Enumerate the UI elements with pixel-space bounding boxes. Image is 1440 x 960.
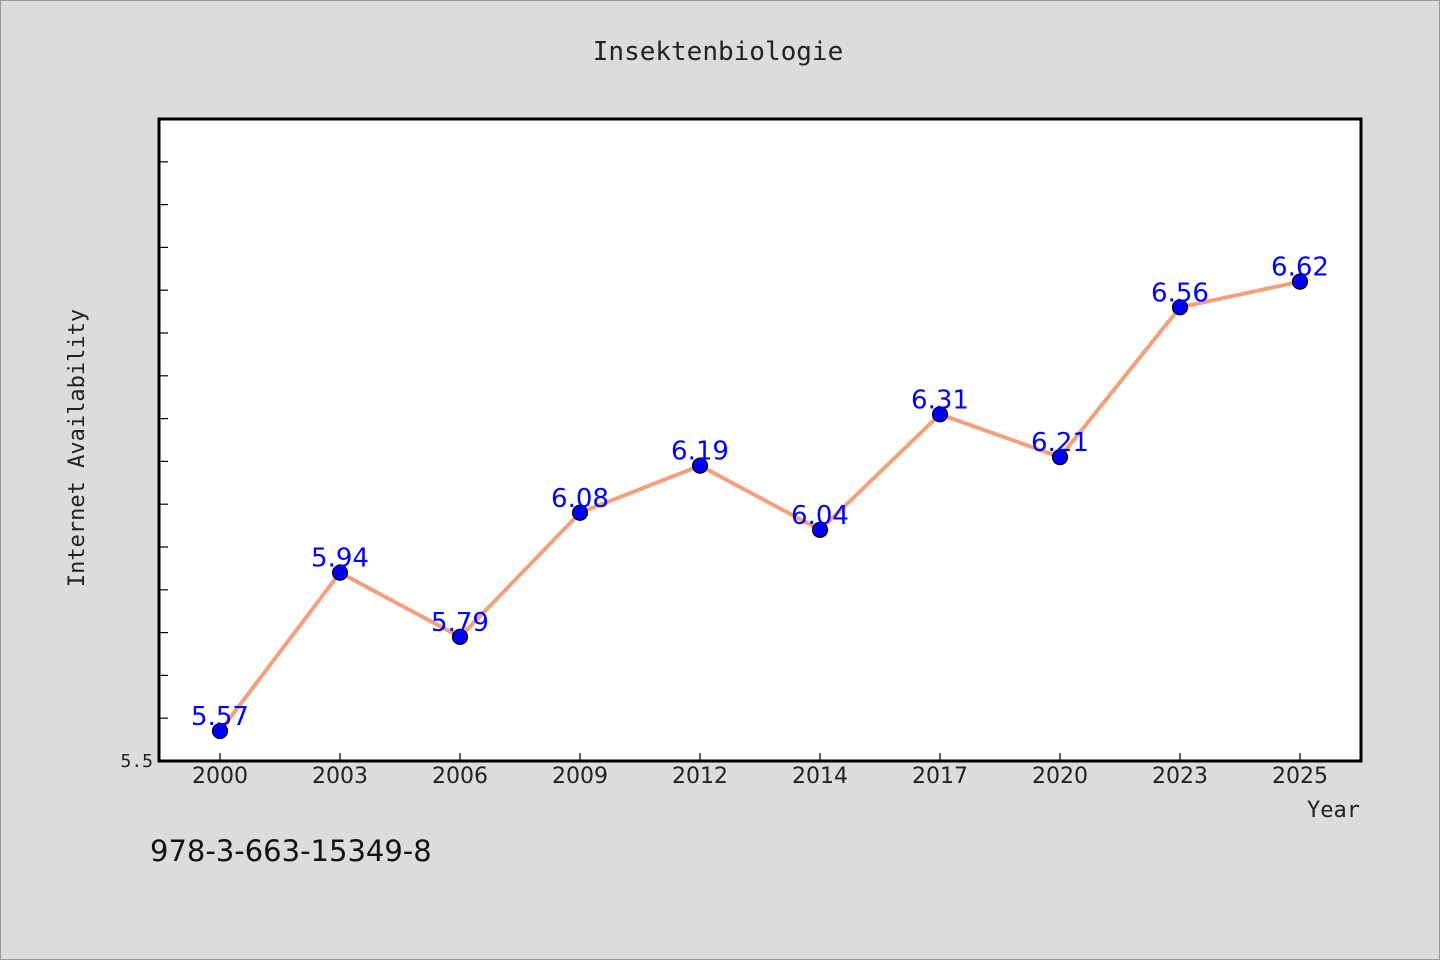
data-point-marker	[1171, 299, 1189, 316]
series-line	[218, 279, 1301, 733]
x-tick-label: 2014	[792, 764, 848, 789]
data-point-marker	[571, 504, 589, 521]
data-point-marker	[931, 406, 949, 423]
x-tick-label: 2006	[432, 764, 488, 789]
data-label: 5.94	[311, 544, 369, 574]
y-axis-title: Internet Availability	[65, 309, 90, 587]
x-tick-label: 2003	[312, 764, 368, 789]
series-line-group	[218, 279, 1301, 733]
y-tick-label: 5.5	[120, 751, 153, 772]
x-tick-label: 2017	[912, 764, 968, 789]
data-point-marker	[331, 564, 349, 581]
data-label: 6.21	[1031, 428, 1089, 458]
data-label: 5.79	[431, 608, 489, 638]
data-point-marker	[1291, 273, 1309, 290]
data-label: 6.62	[1271, 253, 1329, 283]
x-tick-label: 2009	[552, 764, 608, 789]
isbn-label: 978-3-663-15349-8	[150, 834, 432, 868]
data-label: 5.57	[191, 702, 249, 732]
data-point-marker	[691, 457, 709, 474]
data-point-marker	[451, 628, 469, 645]
data-label: 6.56	[1151, 278, 1209, 308]
marker-group	[211, 273, 1309, 740]
x-axis-title: Year	[1307, 798, 1360, 823]
data-point-marker	[811, 521, 829, 538]
data-point-marker	[211, 722, 229, 740]
x-tick-label: 2012	[672, 764, 728, 789]
data-label: 6.31	[911, 385, 969, 415]
x-tick-label: 2000	[192, 764, 248, 789]
data-point-marker	[1051, 449, 1069, 466]
x-tick-label: 2020	[1032, 764, 1088, 789]
plot-area	[157, 117, 1363, 763]
x-tick-label: 2025	[1272, 764, 1328, 789]
data-label-group: 5.57 5.94 5.79 6.08 6.19 6.04 6.31 6.21 6.56 6.62	[191, 253, 1329, 732]
chart-title: Insektenbiologie	[593, 37, 843, 67]
data-label: 6.19	[671, 437, 729, 467]
x-axis-ticks: 2000 2003 2006 2009 2012 2014 2017 2020 2023 2025	[192, 753, 1328, 789]
data-label: 6.08	[551, 484, 609, 514]
y-axis-ticks: 5.5	[120, 161, 168, 772]
x-tick-label: 2023	[1152, 764, 1208, 789]
data-label: 6.04	[791, 501, 849, 531]
